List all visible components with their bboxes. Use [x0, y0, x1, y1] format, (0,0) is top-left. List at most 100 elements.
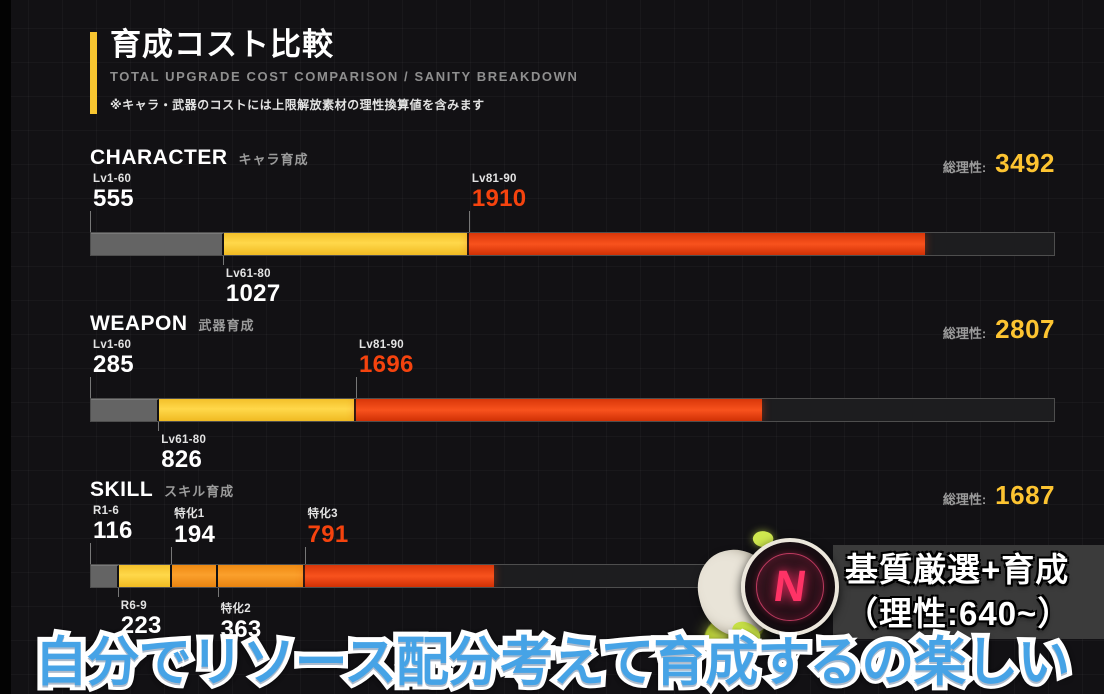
segment-label-Lv1-60: Lv1-60 555	[90, 173, 134, 232]
label-value: 223	[120, 612, 162, 639]
cost-badge: 基質厳選+育成 （理性:640~）	[833, 545, 1104, 639]
segment-labels-bottom: Lv61-80 1027	[90, 256, 1055, 308]
segment-labels-top: Lv1-60 555 Lv81-90 1910	[90, 173, 1055, 232]
bar-track-weapon	[90, 398, 1055, 422]
segment-label-特化1: 特化1 194	[171, 505, 215, 564]
label-tick	[90, 211, 91, 232]
segment-label-特化3: 特化3 791	[304, 505, 349, 564]
bar-segment-Lv61-80	[223, 233, 470, 255]
page-title: 育成コスト比較	[110, 27, 334, 62]
label-tick	[222, 256, 224, 265]
bar-segment-Lv81-90	[469, 233, 926, 255]
video-caption: 自分でリソース配分考えて育成するの楽しい 自分でリソース配分考えて育成するの楽し…	[0, 629, 1104, 694]
gadget-magenta-ring	[756, 553, 824, 621]
section-weapon: WEAPON 武器育成 総理性: 2807 Lv1-60 285 Lv81-90 1696 Lv…	[90, 310, 1055, 476]
segment-label-特化2: 特化2 363	[217, 588, 262, 643]
section-total-character: 総理性: 3492	[943, 148, 1055, 179]
bar-segment-Lv61-80	[159, 399, 357, 421]
label-range: R1-6	[93, 505, 120, 517]
section-total-skill: 総理性: 1687	[943, 480, 1055, 511]
chart-header: 育成コスト比較 TOTAL UPGRADE COST COMPARISON / …	[90, 27, 579, 114]
label-range: Lv81-90	[471, 173, 517, 185]
gadget-face: N	[741, 538, 839, 636]
bar-segment-Lv1-60	[91, 399, 160, 421]
segment-label-Lv1-60: Lv1-60 285	[90, 339, 134, 398]
section-character: CHARACTER キャラ育成 総理性: 3492 Lv1-60 555 Lv81-90 19…	[90, 144, 1055, 310]
label-range: Lv61-80	[225, 268, 271, 280]
label-value: 791	[307, 521, 349, 548]
label-range: 特化3	[307, 508, 338, 520]
bar-segment-特化3	[305, 565, 495, 587]
section-heading-weapon: WEAPON 武器育成	[90, 312, 255, 336]
bar-segment-Lv1-60	[91, 233, 224, 255]
bar-segment-R6-9	[118, 565, 172, 587]
segment-labels-bottom: Lv61-80 826	[90, 422, 1055, 474]
label-range: Lv81-90	[359, 339, 404, 351]
total-value: 2807	[995, 314, 1055, 344]
bar-segment-特化1	[172, 565, 219, 587]
label-range: Lv1-60	[93, 173, 132, 185]
section-heading-skill: SKILL スキル育成	[90, 478, 234, 502]
label-tick	[356, 377, 358, 398]
bar-segment-特化2	[218, 565, 306, 587]
segment-label-R1-6: R1-6 116	[90, 505, 133, 564]
label-range: R6-9	[120, 600, 147, 612]
section-title-jp: スキル育成	[164, 484, 235, 499]
label-range: Lv1-60	[93, 339, 132, 351]
total-value: 1687	[995, 480, 1055, 510]
label-tick	[468, 211, 470, 232]
badge-line-1: 基質厳選+育成	[845, 551, 1070, 588]
label-value: 116	[93, 517, 133, 544]
page-subtitle: TOTAL UPGRADE COST COMPARISON / SANITY B…	[110, 69, 579, 85]
segment-labels-top: Lv1-60 285 Lv81-90 1696	[90, 339, 1055, 398]
label-range: 特化1	[174, 508, 205, 520]
label-value: 194	[174, 521, 216, 548]
label-value: 285	[93, 351, 134, 378]
segment-label-Lv61-80: Lv61-80 826	[158, 422, 206, 474]
section-title: CHARACTER	[90, 146, 228, 169]
label-tick	[90, 377, 91, 398]
section-title-jp: キャラ育成	[238, 152, 309, 167]
label-value: 1910	[471, 185, 527, 212]
header-text: 育成コスト比較 TOTAL UPGRADE COST COMPARISON / …	[90, 27, 579, 113]
video-caption-stroke: 自分でリソース配分考えて育成するの楽しい	[30, 629, 1076, 694]
label-value: 826	[161, 446, 203, 473]
segment-label-Lv81-90: Lv81-90 1910	[468, 173, 527, 232]
section-title: SKILL	[90, 478, 154, 501]
label-value: 1027	[225, 280, 281, 307]
label-tick	[217, 588, 219, 597]
label-value: 555	[93, 185, 134, 212]
originium-gadget-icon: N	[689, 528, 845, 660]
label-tick	[171, 547, 173, 564]
badge-line-2: （理性:640~）	[845, 595, 1072, 632]
total-label: 総理性:	[942, 160, 987, 175]
section-title-jp: 武器育成	[198, 318, 255, 333]
bar-track-character	[90, 232, 1055, 256]
total-label: 総理性:	[942, 492, 987, 507]
label-value: 363	[220, 616, 262, 643]
segment-label-Lv61-80: Lv61-80 1027	[222, 256, 281, 308]
label-tick	[90, 543, 91, 564]
section-total-weapon: 総理性: 2807	[943, 314, 1055, 345]
label-range: 特化2	[220, 603, 251, 615]
total-label: 総理性:	[942, 326, 987, 341]
gadget-n-glyph: N	[770, 562, 810, 611]
section-title: WEAPON	[90, 312, 188, 335]
label-value: 1696	[359, 351, 414, 378]
video-caption-text: 自分でリソース配分考えて育成するの楽しい	[34, 633, 1071, 692]
section-heading-character: CHARACTER キャラ育成	[90, 146, 309, 170]
page-note: ※キャラ・武器のコストには上限解放素材の理性換算値を含みます	[110, 98, 485, 113]
total-value: 3492	[995, 148, 1055, 178]
header-accent-bar	[90, 32, 97, 114]
label-tick	[304, 547, 306, 564]
segment-labels-top: R1-6 116 特化1 194 特化3 791	[90, 505, 1055, 564]
label-tick	[158, 422, 160, 431]
bar-segment-Lv81-90	[356, 399, 762, 421]
label-tick	[117, 588, 119, 597]
segment-labels-bottom: R6-9 223 特化2 363	[90, 588, 1055, 643]
segment-label-Lv81-90: Lv81-90 1696	[356, 339, 414, 398]
bar-segment-R1-6	[91, 565, 119, 587]
label-range: Lv61-80	[161, 434, 207, 446]
segment-label-R6-9: R6-9 223	[117, 588, 162, 640]
